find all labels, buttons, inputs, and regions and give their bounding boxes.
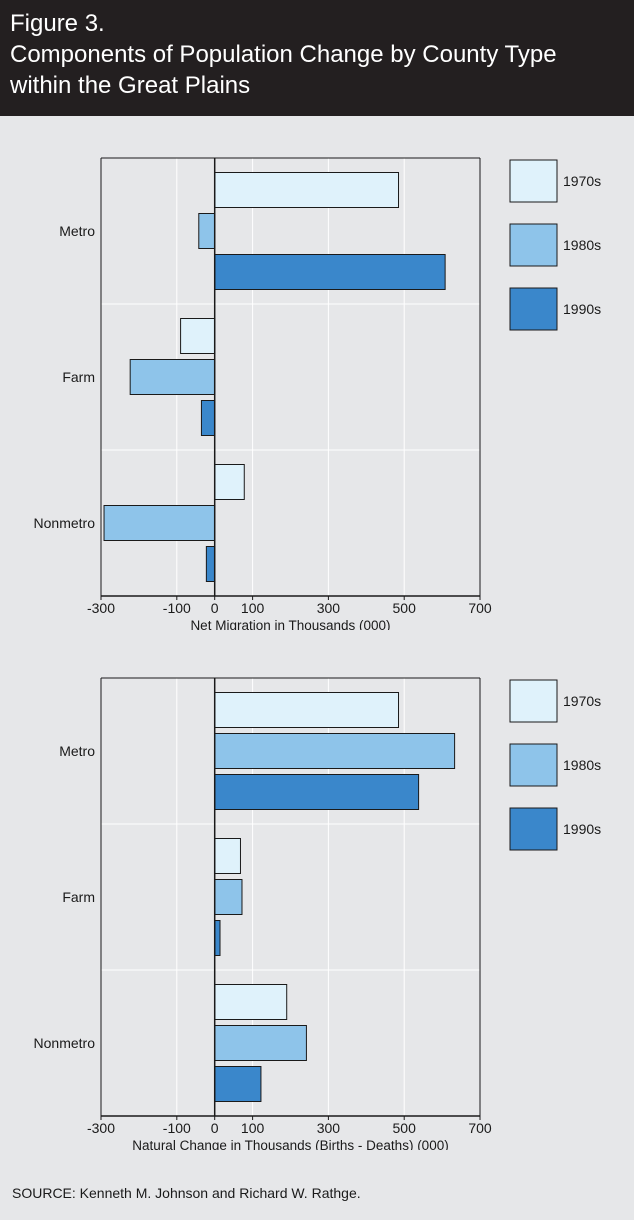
category-label-metro: Metro — [59, 743, 95, 759]
figure-title-line-1: Components of Population Change by Count… — [10, 41, 557, 68]
x-tick-label-100: -100 — [163, 1120, 191, 1136]
bar-nonmetro-1970s — [214, 464, 245, 500]
x-tick-label-500: 500 — [393, 600, 417, 616]
bar-metro-1980s — [214, 733, 456, 769]
x-tick-label-0: 0 — [211, 600, 219, 616]
x-tick-label-100: 100 — [241, 1120, 265, 1136]
legend-label-1990s: 1990s — [563, 821, 601, 837]
bar-metro-1970s — [214, 172, 400, 208]
legend-swatch-1980s — [509, 743, 558, 787]
bar-metro-1990s — [214, 254, 446, 290]
legend-swatch-1990s — [509, 807, 558, 851]
legend-label-1980s: 1980s — [563, 757, 601, 773]
x-tick-label-700: 700 — [468, 1120, 492, 1136]
net-migration-chart: Metro Farm Nonmetro -300 -100 0 100 300 500 700 Ne… — [34, 157, 601, 630]
x-tick-label-300: -300 — [87, 1120, 115, 1136]
legend-swatch-1980s — [509, 223, 558, 267]
category-label-farm: Farm — [62, 889, 95, 905]
legend-label-1990s: 1990s — [563, 301, 601, 317]
bar-metro-1990s — [214, 774, 420, 810]
bar-metro-1980s — [198, 213, 216, 249]
figure-title-bar: Figure 3. Components of Population Chang… — [0, 0, 634, 116]
bar-farm-1990s — [200, 400, 216, 436]
bar-metro-1970s — [214, 692, 400, 728]
legend-label-1980s: 1980s — [563, 237, 601, 253]
category-label-nonmetro: Nonmetro — [34, 1035, 96, 1051]
x-axis-title: Natural Change in Thousands (Births - De… — [132, 1138, 448, 1150]
bar-farm-1990s — [214, 920, 221, 956]
bar-nonmetro-1990s — [214, 1066, 262, 1102]
x-tick-label-100: 100 — [241, 600, 265, 616]
legend-label-1970s: 1970s — [563, 693, 601, 709]
natural-change-chart: Metro Farm Nonmetro -300 -100 0 100 300 500 700 Na… — [34, 677, 601, 1150]
figure-title-line-2: within the Great Plains — [10, 72, 251, 99]
bar-nonmetro-1970s — [214, 984, 288, 1020]
bar-nonmetro-1990s — [205, 546, 216, 582]
category-label-nonmetro: Nonmetro — [34, 515, 96, 531]
x-tick-label-700: 700 — [468, 600, 492, 616]
x-tick-label-0: 0 — [211, 1120, 219, 1136]
bar-farm-1980s — [129, 359, 216, 395]
x-axis-title: Net Migration in Thousands (000) — [190, 618, 390, 630]
legend-swatch-1990s — [509, 287, 558, 331]
bar-farm-1980s — [214, 879, 243, 915]
x-tick-label-500: 500 — [393, 1120, 417, 1136]
category-label-farm: Farm — [62, 369, 95, 385]
x-tick-label-100: -100 — [163, 600, 191, 616]
bar-farm-1970s — [214, 838, 241, 874]
x-tick-label-300: 300 — [317, 600, 341, 616]
bar-nonmetro-1980s — [214, 1025, 307, 1061]
x-tick-label-300: -300 — [87, 600, 115, 616]
x-tick-label-300: 300 — [317, 1120, 341, 1136]
category-label-metro: Metro — [59, 223, 95, 239]
legend-swatch-1970s — [509, 679, 558, 723]
legend-swatch-1970s — [509, 159, 558, 203]
bar-farm-1970s — [180, 318, 216, 354]
figure-label: Figure 3. — [10, 10, 105, 37]
source-note: SOURCE: Kenneth M. Johnson and Richard W… — [12, 1185, 361, 1201]
bar-nonmetro-1980s — [103, 505, 216, 541]
legend-label-1970s: 1970s — [563, 173, 601, 189]
